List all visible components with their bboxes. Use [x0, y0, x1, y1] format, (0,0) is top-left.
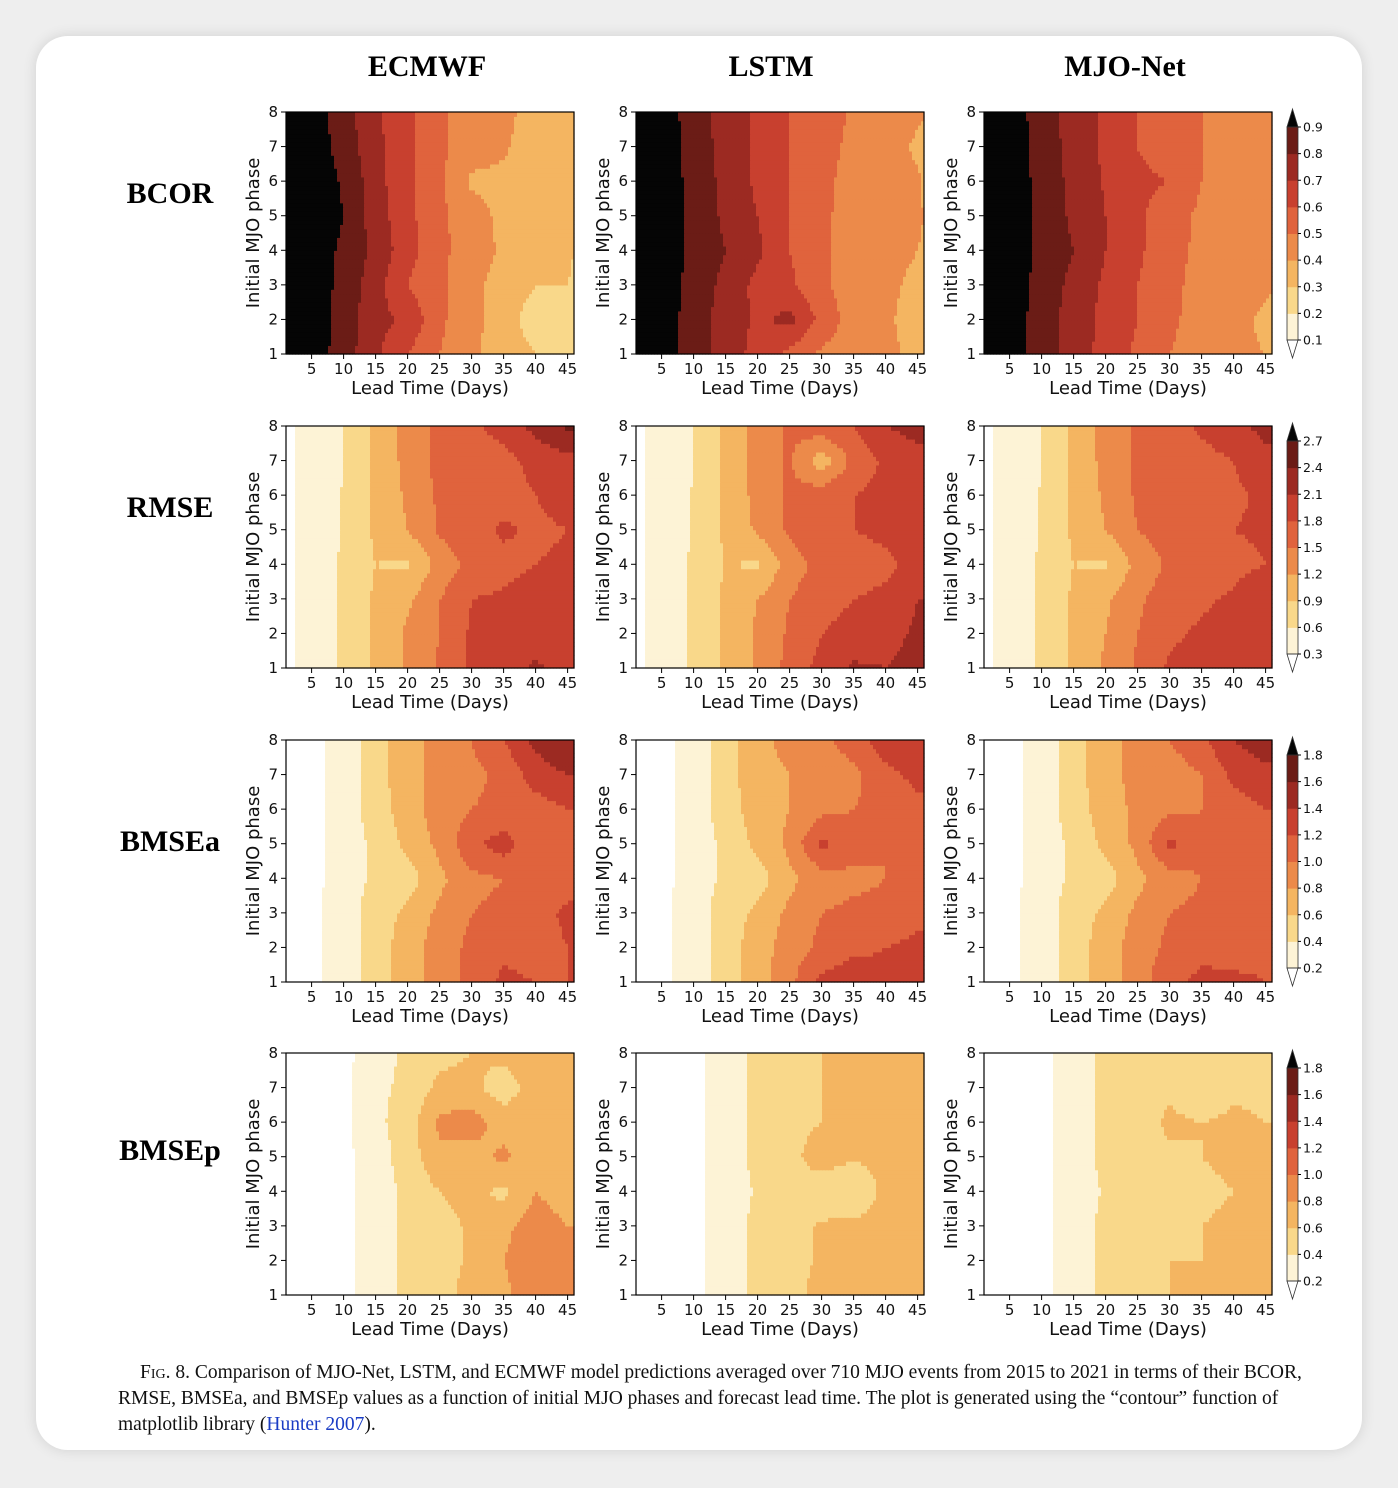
- panel-bcor-ecmwf: 5 10 15 20 25 30 35 40 4512345678Lead Time (Days…: [243, 103, 577, 399]
